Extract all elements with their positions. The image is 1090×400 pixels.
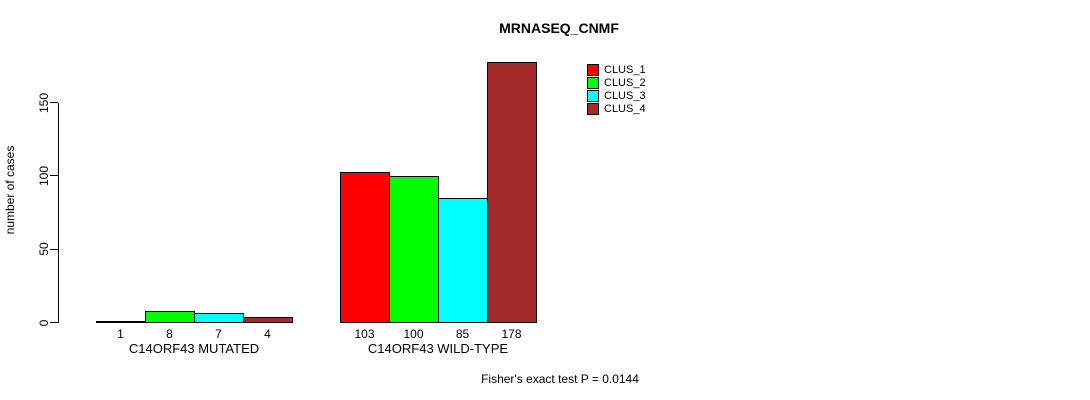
y-axis-line — [58, 102, 59, 323]
bar-value-label: 103 — [354, 327, 375, 341]
legend-swatch-clus_1 — [587, 64, 599, 76]
chart-title: MRNASEQ_CNMF — [499, 20, 619, 36]
bar-clus_2-group1 — [145, 310, 195, 323]
bar-clus_3-group1 — [194, 312, 244, 323]
y-tick — [50, 175, 58, 177]
bar-value-label: 8 — [166, 327, 173, 341]
bar-value-label: 1 — [117, 327, 124, 341]
legend-swatch-clus_4 — [587, 103, 599, 115]
legend-swatch-clus_2 — [587, 77, 599, 89]
bar-value-label: 178 — [501, 327, 522, 341]
bar-clus_2-group2 — [389, 175, 439, 323]
bar-value-label: 4 — [264, 327, 271, 341]
bar-clus_4-group1 — [243, 316, 293, 323]
bar-clus_1-group2 — [340, 171, 390, 323]
bar-value-label: 7 — [215, 327, 222, 341]
y-tick — [50, 248, 58, 250]
y-tick — [50, 102, 58, 103]
y-axis-label: number of cases — [3, 145, 17, 235]
group-label: C14ORF43 MUTATED — [128, 341, 260, 356]
bar-clus_1-group1 — [96, 320, 146, 323]
legend-label: CLUS_1 — [604, 64, 646, 76]
legend-label: CLUS_3 — [604, 90, 646, 102]
y-tick-label: 100 — [37, 165, 51, 186]
bar-clus_3-group2 — [438, 197, 488, 323]
fisher-test-annotation: Fisher's exact test P = 0.0144 — [481, 372, 639, 386]
bar-value-label: 85 — [455, 327, 470, 341]
legend-swatch-clus_3 — [587, 90, 599, 102]
y-tick-label: 0 — [37, 319, 51, 326]
y-tick — [50, 322, 58, 323]
legend-label: CLUS_2 — [604, 77, 646, 89]
y-tick-label: 50 — [37, 242, 51, 256]
group-label: C14ORF43 WILD-TYPE — [367, 341, 509, 356]
y-tick-label: 150 — [37, 92, 51, 113]
bar-clus_4-group2 — [487, 61, 537, 323]
bar-value-label: 100 — [403, 327, 424, 341]
legend-label: CLUS_4 — [604, 103, 646, 115]
